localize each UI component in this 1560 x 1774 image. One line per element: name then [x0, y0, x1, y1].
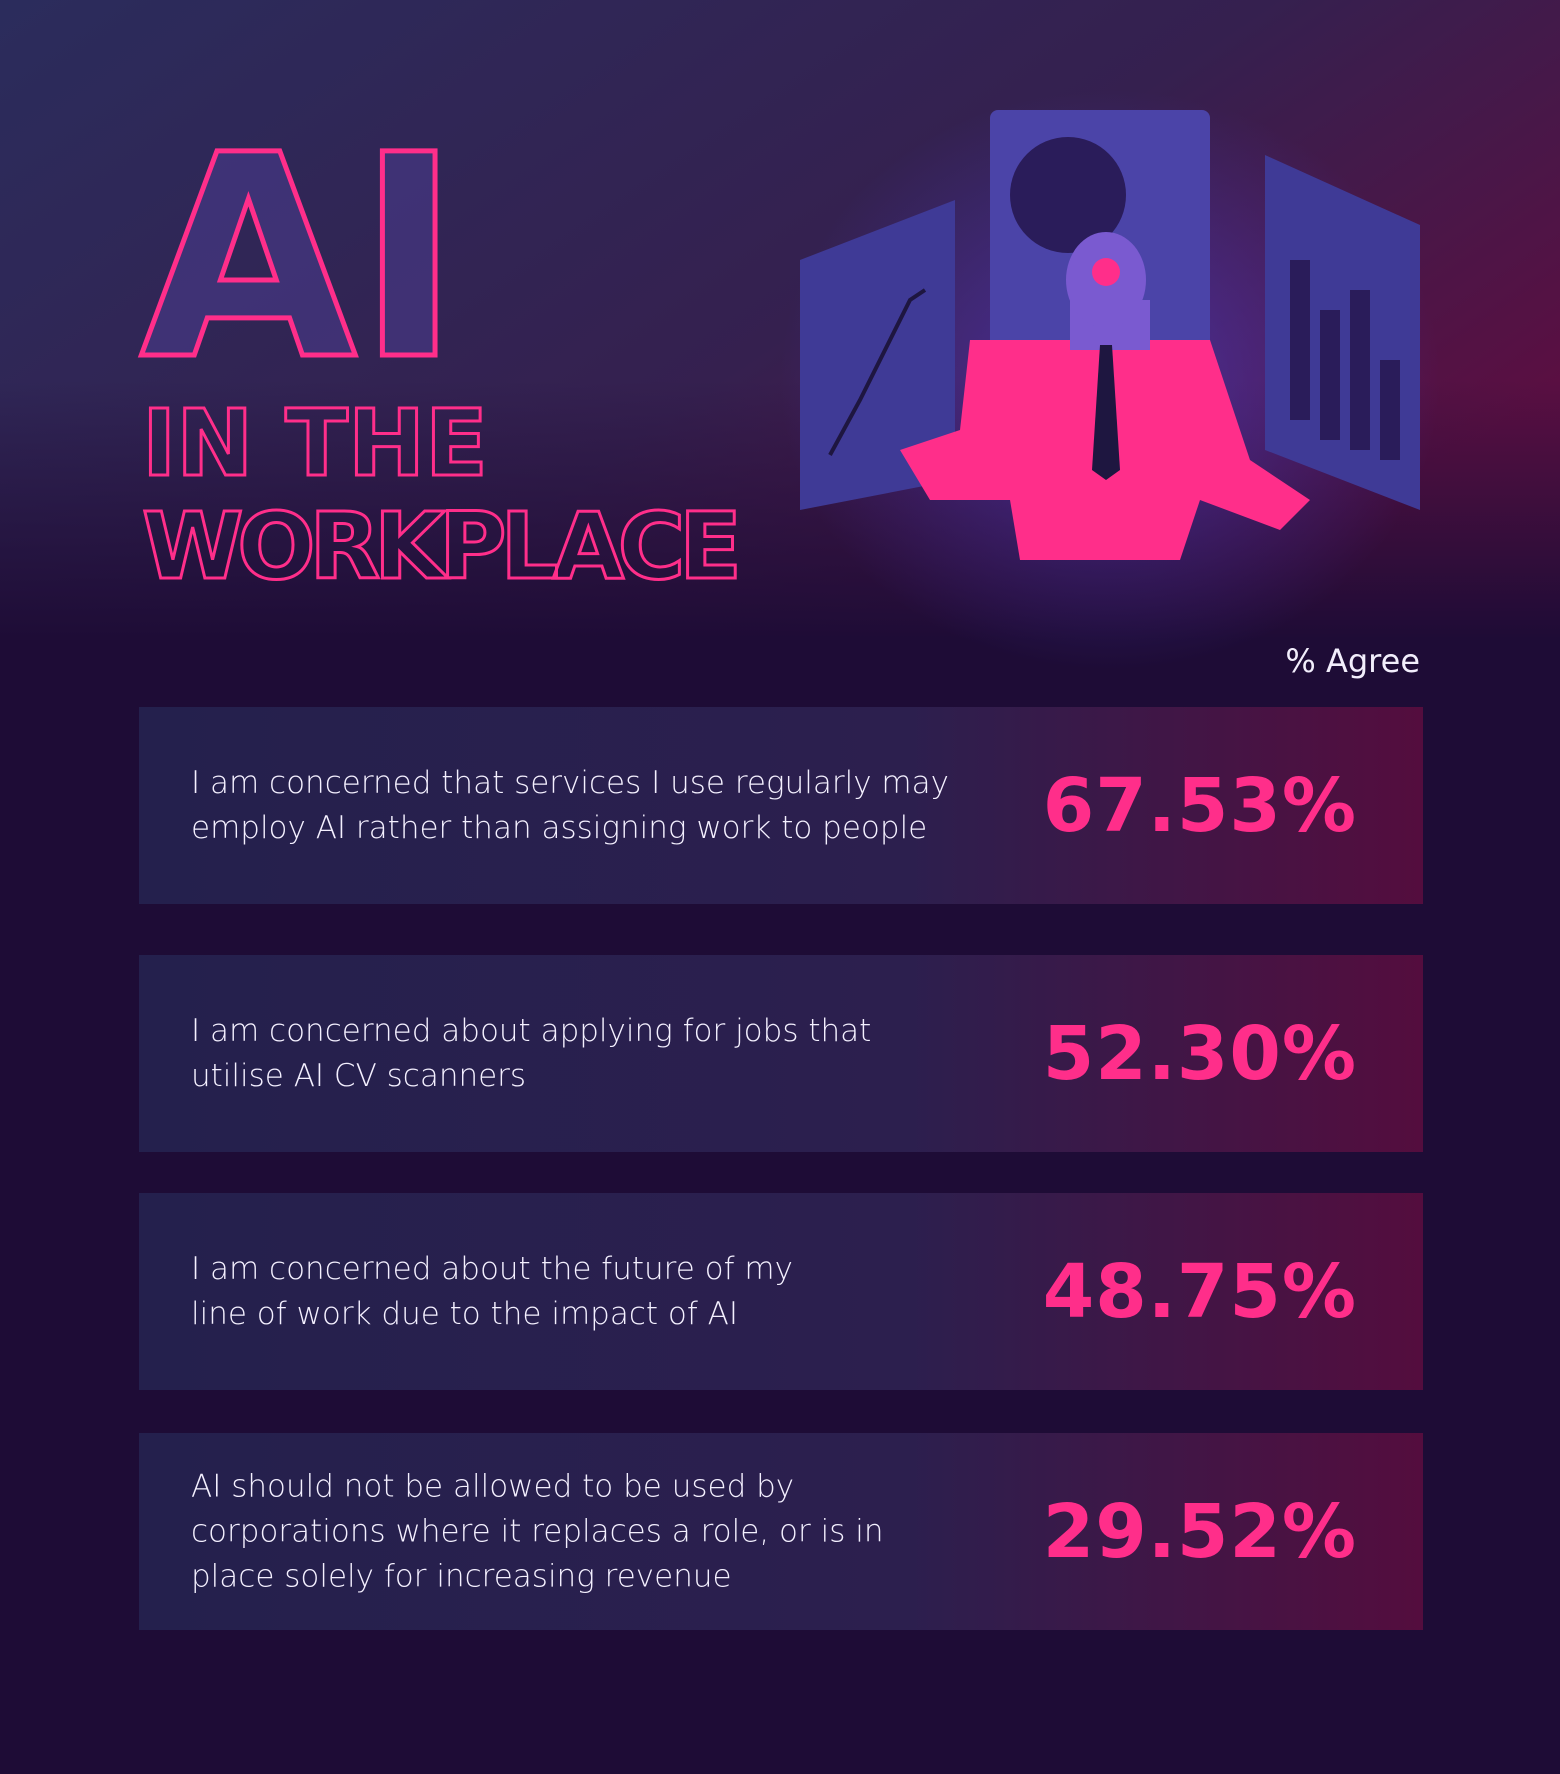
- subtitle-line: WORKPLACE: [142, 493, 742, 600]
- statement: I am concerned about the future of my lin…: [191, 1247, 793, 1337]
- column-header: % Agree: [1285, 642, 1420, 680]
- statement-line: I am concerned about the future of my: [191, 1250, 793, 1287]
- statement-line: place solely for increasing revenue: [191, 1558, 732, 1594]
- value: 29.52%: [1042, 1488, 1357, 1575]
- statement: I am concerned about applying for jobs t…: [191, 1009, 871, 1099]
- statement: I am concerned that services I use regul…: [191, 761, 949, 851]
- statement-line: utilise AI CV scanners: [191, 1057, 527, 1094]
- subtitle-line: IN THE: [142, 390, 488, 497]
- row: I am concerned that services I use regul…: [139, 707, 1423, 904]
- value: 48.75%: [1042, 1248, 1357, 1335]
- statement-line: line of work due to the impact of AI: [191, 1295, 738, 1332]
- statement-line: employ AI rather than assigning work to …: [191, 809, 928, 846]
- value: 67.53%: [1042, 762, 1357, 849]
- title: AI: [140, 96, 461, 422]
- row: I am concerned about the future of my lin…: [139, 1193, 1423, 1390]
- statement: AI should not be allowed to be used by co…: [191, 1464, 883, 1599]
- statement-line: I am concerned about applying for jobs t…: [191, 1012, 872, 1049]
- statement-line: AI should not be allowed to be used by: [191, 1468, 795, 1504]
- row: I am concerned about applying for jobs t…: [139, 955, 1423, 1152]
- illustration: [780, 90, 1440, 670]
- row: AI should not be allowed to be used by co…: [139, 1433, 1423, 1630]
- statement-line: I am concerned that services I use regul…: [191, 764, 949, 801]
- statement-line: corporations where it replaces a role, o…: [191, 1513, 884, 1549]
- value: 52.30%: [1042, 1010, 1357, 1097]
